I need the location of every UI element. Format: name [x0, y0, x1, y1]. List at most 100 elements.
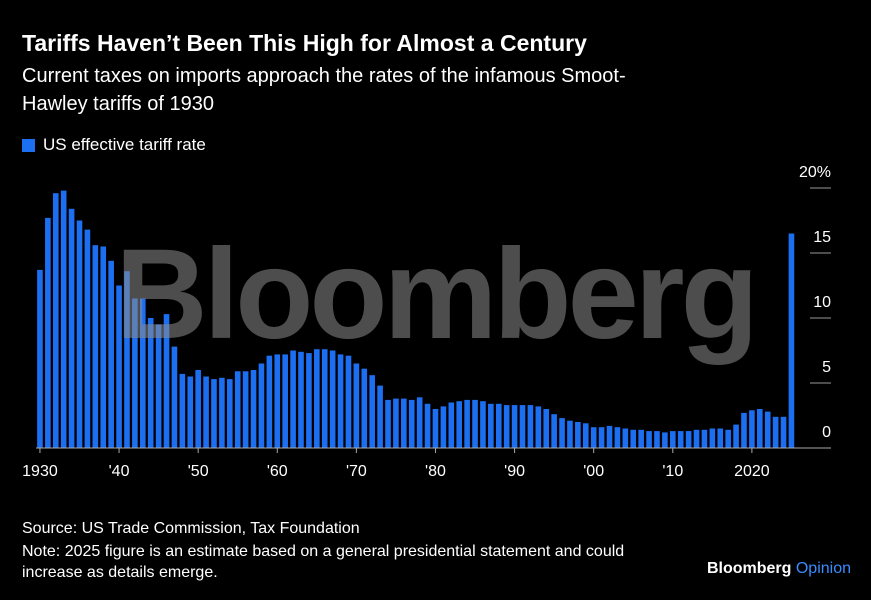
bar — [472, 399, 478, 448]
bar — [124, 271, 130, 448]
bar — [250, 370, 257, 448]
y-tick-label: 5 — [822, 359, 831, 376]
brand: Bloomberg Opinion — [707, 560, 851, 578]
bar — [306, 353, 312, 448]
bar — [511, 405, 518, 448]
bar — [614, 427, 621, 448]
x-tick-label: '10 — [662, 463, 683, 480]
bar — [195, 370, 201, 448]
bar — [654, 431, 660, 448]
bar — [709, 428, 716, 448]
brand-section: Opinion — [795, 560, 851, 577]
bar — [772, 416, 779, 448]
bar — [274, 354, 281, 448]
bar — [432, 409, 439, 448]
bar — [258, 363, 265, 448]
bar — [456, 401, 463, 448]
x-tick-label: 1930 — [22, 463, 58, 480]
bar — [116, 285, 122, 448]
bar — [693, 429, 700, 448]
bar — [139, 298, 146, 448]
bar — [757, 409, 763, 448]
bar — [369, 375, 375, 448]
bar — [92, 245, 99, 448]
bar — [598, 427, 605, 448]
bar — [187, 376, 194, 448]
bar — [234, 371, 241, 448]
bar — [646, 431, 652, 448]
brand-name: Bloomberg — [706, 560, 792, 577]
bar — [495, 403, 502, 448]
bar — [52, 193, 59, 448]
y-tick-label: 15 — [813, 229, 831, 246]
bar — [582, 423, 589, 448]
bar — [575, 422, 581, 448]
x-tick-label: '80 — [425, 463, 446, 480]
bar — [377, 385, 383, 448]
bar — [764, 411, 771, 448]
bar — [685, 431, 692, 448]
bar — [179, 373, 186, 448]
x-tick-label: '70 — [346, 463, 367, 480]
bar — [242, 371, 249, 448]
bar — [725, 429, 731, 448]
bar — [337, 354, 344, 448]
y-tick-label: 20% — [799, 164, 831, 181]
bar — [519, 405, 526, 448]
bar — [677, 431, 684, 448]
x-tick-label: '90 — [504, 463, 525, 480]
bar — [76, 220, 83, 448]
bar — [68, 208, 75, 448]
bar — [567, 420, 573, 448]
bar — [84, 229, 91, 448]
bar — [155, 324, 162, 448]
bar — [266, 355, 273, 448]
bar — [662, 432, 668, 448]
bar — [298, 351, 304, 448]
bar — [408, 399, 415, 448]
bar — [401, 398, 407, 448]
bar — [45, 217, 51, 448]
chart-subtitle: Current taxes on imports approach the ra… — [22, 65, 626, 115]
bar — [543, 409, 550, 448]
bar — [717, 428, 724, 448]
bar — [488, 403, 494, 448]
bar — [60, 190, 67, 448]
bar — [227, 379, 233, 448]
bar — [606, 425, 613, 448]
bar — [788, 233, 795, 448]
bar — [669, 431, 676, 448]
bar — [132, 298, 138, 448]
bar — [163, 314, 170, 448]
bar — [503, 405, 510, 448]
bar — [741, 412, 747, 448]
note: Note: 2025 figure is an estimate based o… — [22, 543, 625, 581]
bar — [290, 350, 296, 448]
bar — [147, 318, 154, 448]
bar — [480, 401, 486, 448]
bar — [638, 429, 644, 448]
watermark: Bloomberg — [115, 223, 755, 366]
bar — [361, 368, 368, 448]
bar — [314, 349, 320, 448]
source: Source: US Trade Commission, Tax Foundat… — [22, 520, 360, 537]
x-tick-label: '00 — [583, 463, 604, 480]
bar — [282, 354, 288, 448]
y-tick-label: 0 — [822, 424, 831, 441]
legend-label: US effective tariff rate — [43, 135, 206, 154]
bar — [440, 406, 447, 448]
bar — [108, 260, 114, 448]
bar — [780, 416, 787, 448]
bar — [393, 398, 399, 448]
bar — [203, 376, 209, 448]
bar — [535, 406, 542, 448]
bar — [551, 414, 557, 448]
bar — [321, 349, 328, 448]
bar — [749, 410, 755, 448]
x-tick-label: '60 — [267, 463, 288, 480]
chart-title: Tariffs Haven’t Been This High for Almos… — [22, 30, 587, 56]
bar — [590, 427, 597, 448]
bar — [527, 405, 534, 448]
